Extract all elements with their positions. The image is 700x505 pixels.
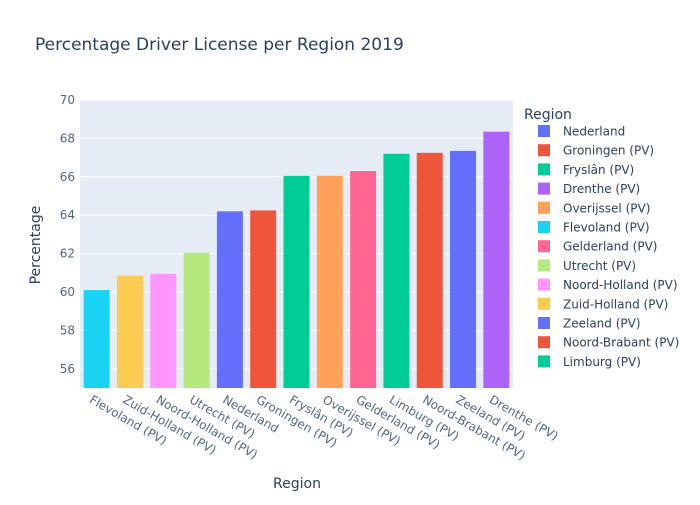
legend-label: Overijssel (PV) <box>563 201 650 215</box>
y-tick-label: 66 <box>60 170 75 184</box>
bar-9[interactable] <box>383 153 410 388</box>
bar-3[interactable] <box>183 252 210 388</box>
legend-swatch <box>538 355 550 368</box>
bar-0[interactable] <box>83 290 110 388</box>
bar-8[interactable] <box>350 171 377 388</box>
bar-10[interactable] <box>416 152 443 388</box>
legend-item[interactable]: Utrecht (PV) <box>538 259 636 273</box>
chart-title: Percentage Driver License per Region 201… <box>35 35 404 55</box>
legend-label: Flevoland (PV) <box>563 221 650 235</box>
y-tick-label: 68 <box>60 131 75 145</box>
y-tick-label: 62 <box>60 247 75 261</box>
legend-item[interactable]: Overijssel (PV) <box>538 201 650 215</box>
legend-item[interactable]: Groningen (PV) <box>538 144 654 158</box>
legend-swatch <box>538 278 550 291</box>
bar-2[interactable] <box>150 273 177 388</box>
y-tick-label: 58 <box>60 323 75 337</box>
legend-swatch <box>538 144 550 157</box>
y-tick-label: 60 <box>60 285 75 299</box>
legend-item[interactable]: Drenthe (PV) <box>538 182 640 196</box>
legend-item[interactable]: Zuid-Holland (PV) <box>538 297 668 311</box>
legend-item[interactable]: Zeeland (PV) <box>538 317 641 331</box>
legend-item[interactable]: Fryslân (PV) <box>538 163 634 177</box>
x-axis-title: Region <box>273 476 321 492</box>
legend-swatch <box>538 259 550 272</box>
legend-swatch <box>538 297 550 310</box>
bar-12[interactable] <box>483 131 510 388</box>
legend-item[interactable]: Flevoland (PV) <box>538 221 650 235</box>
legend-label: Zeeland (PV) <box>563 317 641 331</box>
legend-label: Utrecht (PV) <box>563 259 636 273</box>
legend-swatch <box>538 125 550 137</box>
legend-label: Noord-Brabant (PV) <box>563 336 679 350</box>
legend-swatch <box>538 336 550 349</box>
legend[interactable]: Nederland Groningen (PV) Fryslân (PV) Drent… <box>538 125 679 369</box>
legend-swatch <box>538 240 550 253</box>
legend-title: Region <box>524 107 572 123</box>
legend-label: Gelderland (PV) <box>563 240 657 254</box>
legend-swatch <box>538 182 550 195</box>
legend-item[interactable]: Nederland <box>538 125 625 139</box>
legend-swatch <box>538 317 550 329</box>
legend-swatch <box>538 221 550 233</box>
legend-label: Nederland <box>563 125 625 139</box>
legend-item[interactable]: Noord-Brabant (PV) <box>538 336 679 350</box>
y-tick-label: 56 <box>60 362 75 376</box>
legend-item[interactable]: Limburg (PV) <box>538 355 641 369</box>
bar-4[interactable] <box>216 211 243 388</box>
legend-label: Drenthe (PV) <box>563 182 640 196</box>
bar-5[interactable] <box>250 210 277 388</box>
bar-11[interactable] <box>450 150 477 388</box>
y-tick-label: 70 <box>60 93 75 107</box>
legend-label: Groningen (PV) <box>563 144 654 158</box>
legend-label: Limburg (PV) <box>563 355 641 369</box>
legend-swatch <box>538 201 550 214</box>
legend-label: Fryslân (PV) <box>563 163 634 177</box>
legend-swatch <box>538 163 550 176</box>
legend-label: Noord-Holland (PV) <box>563 278 678 292</box>
legend-item[interactable]: Noord-Holland (PV) <box>538 278 678 292</box>
legend-label: Zuid-Holland (PV) <box>563 297 668 311</box>
bar-1[interactable] <box>116 275 143 388</box>
bar-6[interactable] <box>283 175 310 388</box>
legend-item[interactable]: Gelderland (PV) <box>538 240 657 254</box>
bar-7[interactable] <box>316 175 343 388</box>
y-tick-label: 64 <box>60 208 75 222</box>
y-axis-title: Percentage <box>28 206 44 285</box>
